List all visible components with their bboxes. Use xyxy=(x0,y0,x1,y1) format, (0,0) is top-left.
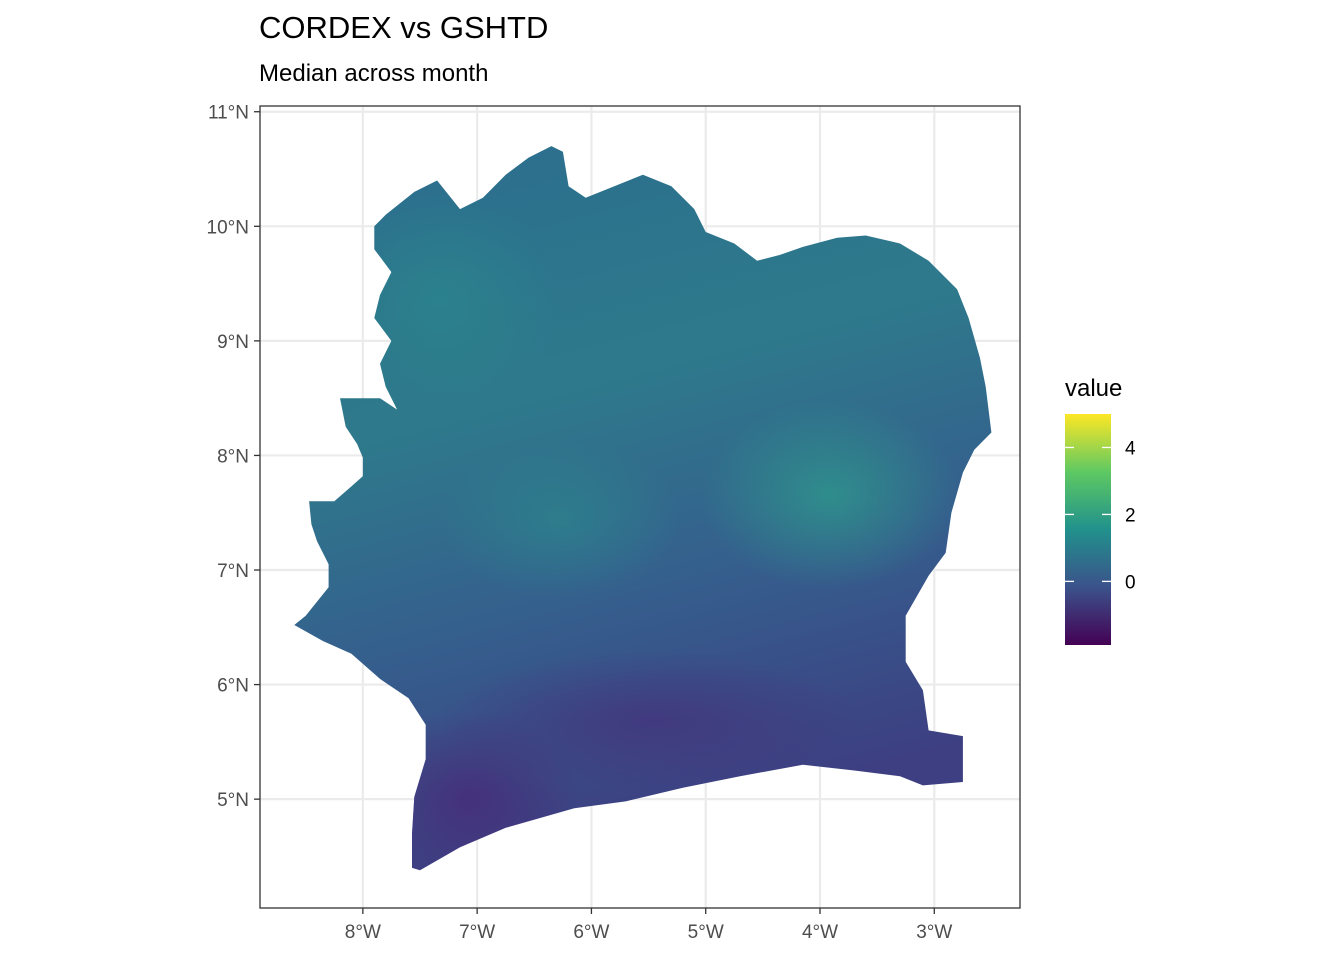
y-axis: 5°N 6°N 7°N 8°N 9°N 10°N 11°N xyxy=(207,103,260,811)
y-tick-label-1: 6°N xyxy=(217,676,249,697)
x-tick-label-3: 5°W xyxy=(688,922,724,943)
x-tick-label-2: 6°W xyxy=(573,922,609,943)
legend-tick-label-0: 0 xyxy=(1125,572,1136,593)
x-tick-label-0: 8°W xyxy=(345,922,381,943)
legend-tick-label-2: 4 xyxy=(1125,438,1136,459)
legend-colorbar xyxy=(1065,414,1111,645)
y-tick-label-6: 11°N xyxy=(208,103,249,124)
legend-tick-label-1: 2 xyxy=(1125,505,1136,526)
panel-border xyxy=(259,105,1021,909)
x-tick-label-1: 7°W xyxy=(459,922,495,943)
x-tick-label-5: 3°W xyxy=(916,922,952,943)
x-tick-label-4: 4°W xyxy=(802,922,838,943)
y-tick-label-2: 7°N xyxy=(217,561,249,582)
legend-title: value xyxy=(1065,375,1122,402)
chart-subtitle: Median across month xyxy=(259,60,489,87)
y-tick-label-4: 9°N xyxy=(217,332,249,353)
x-axis: 8°W 7°W 6°W 5°W 4°W 3°W xyxy=(345,908,952,943)
y-tick-label-5: 10°N xyxy=(207,217,249,238)
legend: value 0 2 4 xyxy=(1065,375,1136,645)
y-tick-label-0: 5°N xyxy=(217,790,249,811)
chart-title: CORDEX vs GSHTD xyxy=(259,10,549,45)
y-tick-label-3: 8°N xyxy=(217,446,249,467)
